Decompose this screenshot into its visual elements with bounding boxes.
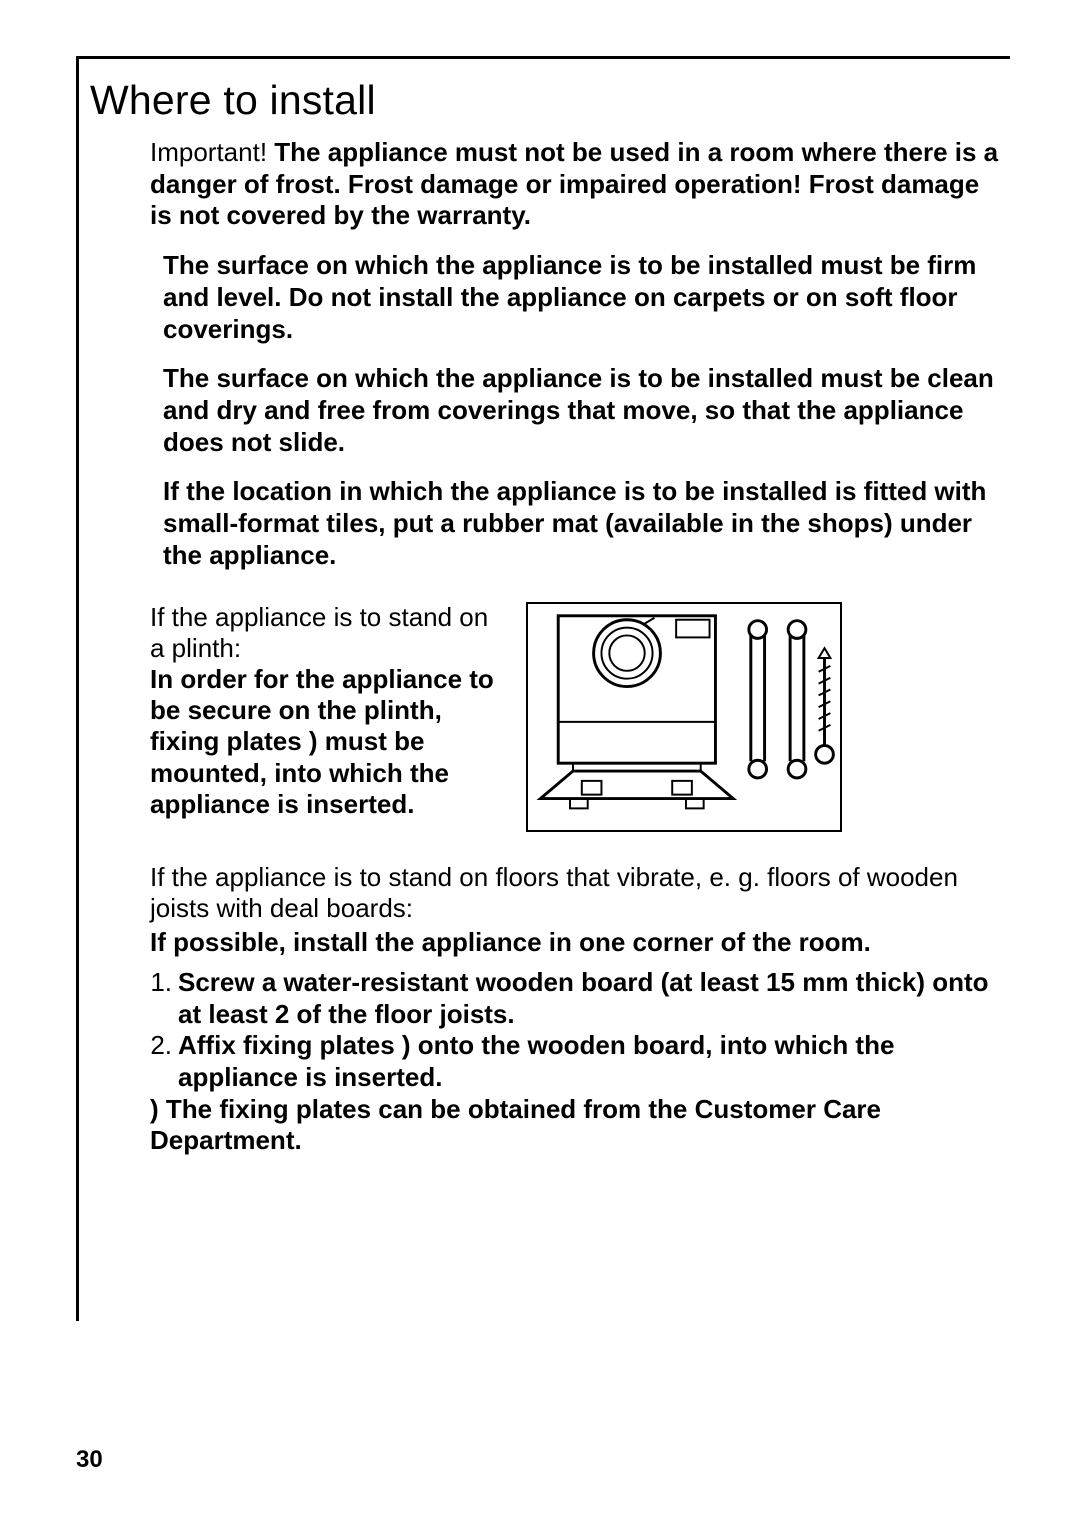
section-heading: Where to install xyxy=(90,77,376,124)
tiles-paragraph: If the location in which the appliance i… xyxy=(150,476,1000,571)
surface-clean-paragraph: The surface on which the appliance is to… xyxy=(150,363,1000,458)
plinth-row: If the appliance is to stand on a plinth… xyxy=(150,602,1000,832)
page-number: 30 xyxy=(76,1446,103,1474)
plinth-figure xyxy=(526,602,842,832)
top-rule xyxy=(76,56,1010,59)
manual-page: Where to install Important! The applianc… xyxy=(0,0,1080,1529)
list-item: 2. Affix fixing plates ) onto the wooden… xyxy=(150,1030,1000,1093)
list-item: 1. Screw a water-resistant wooden board … xyxy=(150,967,1000,1030)
vibrate-lead: If the appliance is to stand on floors t… xyxy=(150,862,1000,925)
plinth-text-block: If the appliance is to stand on a plinth… xyxy=(150,602,502,820)
important-paragraph: Important! The appliance must not be use… xyxy=(150,137,1000,232)
body-content: Important! The appliance must not be use… xyxy=(150,137,1000,1157)
important-body: The appliance must not be used in a room… xyxy=(150,137,998,230)
step-2-text: Affix fixing plates ) onto the wooden bo… xyxy=(178,1030,1000,1093)
list-number-2: 2. xyxy=(150,1030,172,1093)
list-number-1: 1. xyxy=(150,967,172,1030)
surface-firm-paragraph: The surface on which the appliance is to… xyxy=(150,250,1000,345)
important-lead: Important! xyxy=(150,137,267,167)
fixing-plates-note: ) The fixing plates can be obtained from… xyxy=(150,1094,1000,1157)
left-rule xyxy=(76,56,79,1321)
plinth-lead: If the appliance is to stand on a plinth… xyxy=(150,602,502,664)
appliance-on-plinth-icon xyxy=(528,604,840,830)
plinth-bold: In order for the appliance to be secure … xyxy=(150,664,502,820)
numbered-list: 1. Screw a water-resistant wooden board … xyxy=(150,967,1000,1094)
step-1-text: Screw a water-resistant wooden board (at… xyxy=(178,967,1000,1030)
corner-paragraph: If possible, install the appliance in on… xyxy=(150,927,1000,959)
